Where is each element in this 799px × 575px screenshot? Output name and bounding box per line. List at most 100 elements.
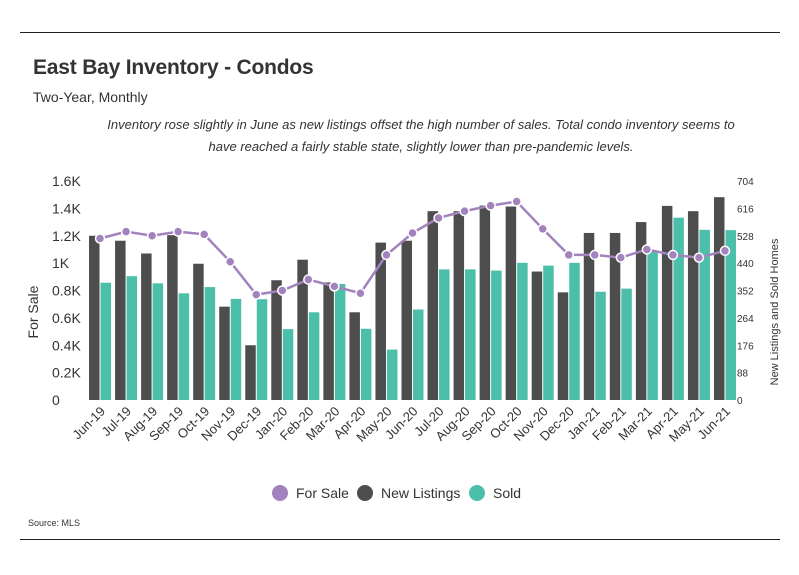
for-sale-point — [329, 281, 340, 292]
right-tick-label: 264 — [737, 314, 754, 325]
for-sale-point — [277, 285, 288, 296]
for-sale-point — [303, 274, 314, 285]
for-sale-point — [511, 196, 522, 207]
legend-sold-label: Sold — [493, 485, 521, 501]
sold-bar — [126, 276, 138, 400]
left-tick-label: 1.6K — [52, 173, 81, 189]
new-listings-bar — [531, 271, 543, 400]
sold-bar — [491, 270, 502, 400]
new-listings-bar — [583, 232, 595, 400]
for-sale-point — [120, 226, 132, 237]
new-listings-bar — [661, 205, 673, 400]
sold-bar — [673, 217, 684, 400]
for-sale-point — [667, 249, 679, 261]
sold-bar — [230, 298, 242, 400]
sold-bar — [334, 283, 346, 400]
new-listings-bar — [479, 205, 491, 400]
sold-bar — [621, 288, 632, 400]
for-sale-point — [94, 233, 106, 244]
new-listings-bar — [349, 312, 360, 400]
for-sale-point — [589, 249, 601, 261]
new-listings-bar — [713, 197, 725, 400]
sold-bar — [569, 262, 580, 400]
sold-bar — [543, 265, 554, 400]
sold-bar — [386, 349, 398, 400]
annotation-line-1: Inventory rose slightly in June as new l… — [107, 117, 735, 132]
for-sale-point — [459, 205, 470, 217]
left-axis-title: For Sale — [25, 285, 41, 338]
legend-new-listings-marker — [357, 485, 373, 501]
new-listings-bar — [141, 253, 152, 400]
new-listings-bar — [687, 211, 699, 400]
for-sale-point — [381, 249, 392, 261]
right-tick-label: 0 — [737, 396, 743, 407]
chart-subtitle: Two-Year, Monthly — [33, 89, 148, 105]
x-tick-label: Jun-19 — [69, 404, 108, 443]
right-axis-title: New Listings and Sold Homes — [769, 238, 781, 385]
sold-bar — [725, 230, 736, 400]
source-note: Source: MLS — [28, 518, 81, 528]
left-tick-label: 1.4K — [52, 200, 81, 216]
right-tick-label: 616 — [737, 204, 754, 215]
left-tick-label: 0 — [52, 392, 60, 408]
new-listings-bar — [557, 292, 569, 400]
sold-bar — [152, 283, 164, 400]
annotation-line-2: have reached a fairly stable state, slig… — [208, 139, 634, 154]
for-sale-point — [251, 289, 262, 300]
new-listings-bar — [453, 211, 465, 400]
chart-title: East Bay Inventory - Condos — [33, 56, 314, 79]
for-sale-point — [641, 244, 653, 255]
left-tick-label: 0.6K — [52, 310, 81, 326]
sold-bar — [439, 269, 450, 400]
legend-for-sale-label: For Sale — [296, 485, 349, 501]
left-tick-label: 0.8K — [52, 283, 81, 299]
sold-bar — [517, 262, 528, 400]
new-listings-bar — [323, 282, 334, 400]
right-tick-label: 352 — [737, 287, 754, 298]
for-sale-point — [537, 223, 548, 235]
new-listings-bar — [635, 222, 647, 400]
new-listings-bar — [505, 206, 517, 400]
sold-bar — [595, 291, 606, 400]
new-listings-bar — [427, 211, 439, 400]
new-listings-bar — [167, 235, 178, 400]
sold-bar — [413, 309, 424, 400]
new-listings-bar — [401, 240, 412, 400]
right-tick-label: 88 — [737, 369, 749, 380]
sold-bar — [699, 229, 710, 400]
for-sale-point — [693, 252, 705, 263]
bottom-rule — [20, 539, 780, 540]
left-tick-label: 0.2K — [52, 365, 81, 381]
for-sale-point — [407, 227, 418, 239]
for-sale-point — [719, 245, 731, 257]
new-listings-bar — [89, 235, 100, 400]
for-sale-point — [172, 226, 184, 237]
for-sale-point — [198, 229, 210, 240]
top-rule — [20, 32, 780, 33]
sold-bar — [308, 312, 320, 400]
left-tick-label: 1K — [52, 255, 70, 271]
for-sale-point — [485, 200, 496, 211]
new-listings-bar — [297, 259, 308, 400]
new-listings-bar — [375, 242, 386, 400]
sold-bar — [256, 299, 268, 400]
left-tick-label: 0.4K — [52, 337, 81, 353]
sold-bar — [647, 250, 658, 400]
sold-bar — [100, 282, 112, 400]
chart-annotation: Inventory rose slightly in June as new l… — [96, 114, 746, 158]
right-tick-label: 704 — [737, 177, 754, 188]
legend-sold-marker — [469, 485, 485, 501]
for-sale-point — [433, 212, 444, 224]
sold-bar — [204, 287, 216, 400]
new-listings-bar — [609, 232, 621, 400]
right-tick-label: 528 — [737, 232, 754, 243]
sold-bar — [282, 329, 294, 400]
sold-bar — [465, 269, 476, 400]
sold-bar — [360, 328, 372, 400]
for-sale-point — [146, 230, 158, 241]
new-listings-bar — [115, 240, 126, 400]
for-sale-point — [563, 249, 574, 261]
legend-for-sale-marker — [272, 485, 288, 501]
new-listings-bar — [193, 263, 204, 400]
